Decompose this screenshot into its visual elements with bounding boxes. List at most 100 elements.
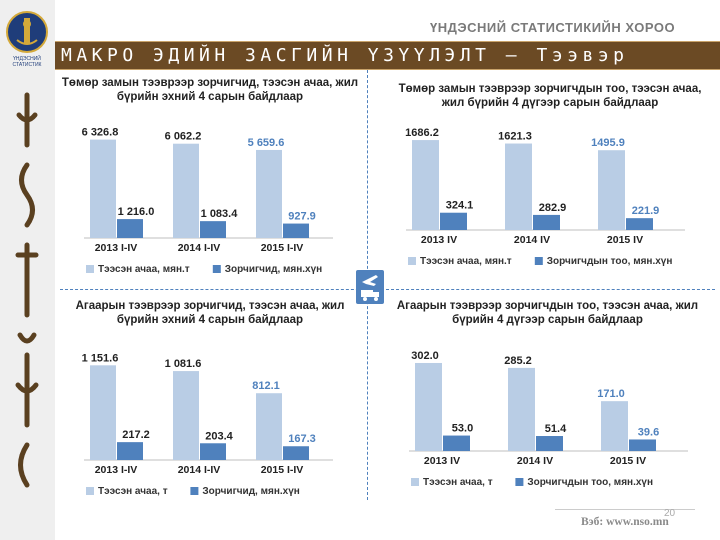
bar-cargo bbox=[173, 143, 199, 238]
horizontal-divider bbox=[60, 289, 715, 290]
legend-label: Тээсэн ачаа, т bbox=[98, 486, 168, 497]
website-link[interactable]: Вэб: www.nso.mn bbox=[581, 516, 669, 528]
mongolian-script-decoration bbox=[15, 92, 39, 488]
bar-cargo bbox=[173, 371, 199, 460]
bar-cargo bbox=[90, 365, 116, 460]
bar-cargo bbox=[412, 140, 439, 230]
bar-passengers bbox=[117, 219, 143, 238]
data-label: 285.2 bbox=[504, 355, 532, 367]
legend-swatch bbox=[190, 487, 199, 495]
legend-label: Зорчигчид, мян.хүн bbox=[202, 486, 299, 497]
data-label: 39.6 bbox=[638, 426, 659, 438]
legend-swatch bbox=[411, 478, 419, 486]
legend-label: Зорчигчдын тоо, мян.хүн bbox=[527, 477, 653, 488]
chart-panel-rail-jan-apr: Төмөр замын тээврээр зорчигчид, тээсэн а… bbox=[60, 74, 360, 284]
bar-passengers bbox=[536, 436, 563, 451]
page-number: 20 bbox=[664, 508, 676, 519]
chart-svg: 6 326.8 1 216.0 2013 I-IV 6 062.2 1 083.4 201… bbox=[82, 127, 333, 275]
legend-swatch bbox=[515, 478, 524, 486]
chart-svg: 1 151.6 217.2 2013 I-IV 1 081.6 203.4 2014 I-… bbox=[82, 352, 333, 497]
bar-passengers bbox=[117, 442, 143, 460]
data-label: 1621.3 bbox=[498, 131, 532, 143]
bar-passengers bbox=[626, 218, 653, 230]
chart-title: Төмөр замын тээврээр зорчигчдын тоо, тээ… bbox=[398, 83, 702, 109]
data-label: 53.0 bbox=[452, 423, 473, 435]
data-label: 217.2 bbox=[122, 429, 150, 441]
chart-title: Агаарын тээврээр зорчигчдын тоо, тээсэн … bbox=[396, 300, 699, 326]
data-label: 302.0 bbox=[411, 350, 439, 362]
category-tick-label: 2014 I-IV bbox=[178, 464, 221, 476]
data-label: 927.9 bbox=[288, 211, 316, 223]
bar-cargo bbox=[415, 362, 442, 451]
chart-svg: 1686.2 324.1 2013 IV 1621.3 282.9 2014 IV 1495… bbox=[405, 127, 685, 267]
page-title: МАКРО ЭДИЙН ЗАСГИЙН ҮЗҮҮЛЭЛТ – Тээвэр bbox=[61, 45, 629, 66]
data-label: 203.4 bbox=[205, 430, 233, 442]
plane-truck-icon bbox=[356, 270, 384, 304]
bar-passengers bbox=[200, 443, 226, 460]
category-tick-label: 2015 IV bbox=[610, 455, 646, 467]
data-label: 812.1 bbox=[252, 380, 280, 392]
category-tick-label: 2014 I-IV bbox=[178, 242, 221, 254]
bar-passengers bbox=[629, 439, 656, 451]
bar-cargo bbox=[90, 139, 116, 238]
legend-label: Зорчигчид, мян.хүн bbox=[225, 264, 322, 275]
chart-panel-air-april: Агаарын тээврээр зорчигчдын тоо, тээсэн … bbox=[385, 297, 710, 507]
bar-cargo bbox=[256, 149, 282, 238]
data-label: 1 151.6 bbox=[82, 352, 119, 364]
data-label: 171.0 bbox=[597, 388, 625, 400]
legend-label: Тээсэн ачаа, мян.т bbox=[98, 264, 190, 275]
soyombo-emblem-icon: ҮНДЭСНИЙ СТАТИСТИК bbox=[6, 11, 48, 68]
organization-name: ҮНДЭСНИЙ СТАТИСТИКИЙН ХОРОО bbox=[430, 20, 676, 35]
data-label: 1 081.6 bbox=[165, 358, 202, 370]
category-tick-label: 2015 IV bbox=[607, 234, 643, 246]
legend-swatch bbox=[212, 265, 221, 273]
bar-cargo bbox=[256, 393, 282, 460]
category-tick-label: 2014 IV bbox=[517, 455, 553, 467]
footer-divider bbox=[555, 509, 695, 510]
bar-passengers bbox=[283, 223, 309, 238]
data-label: 1495.9 bbox=[591, 137, 625, 149]
data-label: 221.9 bbox=[632, 205, 660, 217]
legend-label: Тээсэн ачаа, т bbox=[423, 477, 493, 488]
data-label: 6 062.2 bbox=[165, 131, 202, 143]
chart-svg: 302.0 53.0 2013 IV 285.2 51.4 2014 IV 171.0 39.… bbox=[409, 350, 688, 488]
bar-cargo bbox=[508, 367, 535, 451]
data-label: 6 326.8 bbox=[82, 127, 119, 139]
logo-text-1: ҮНДЭСНИЙ bbox=[13, 54, 41, 62]
bar-passengers bbox=[283, 446, 309, 460]
title-bar: МАКРО ЭДИЙН ЗАСГИЙН ҮЗҮҮЛЭЛТ – Тээвэр bbox=[55, 41, 720, 70]
category-tick-label: 2015 I-IV bbox=[261, 242, 304, 254]
legend-swatch bbox=[86, 487, 94, 495]
legend-label: Зорчигчдын тоо, мян.хүн bbox=[547, 256, 673, 267]
bar-passengers bbox=[200, 221, 226, 238]
chart-panel-air-jan-apr: Агаарын тээврээр зорчигчид, тээсэн ачаа,… bbox=[60, 297, 360, 507]
data-label: 1 083.4 bbox=[201, 208, 239, 220]
bar-passengers bbox=[440, 212, 467, 230]
data-label: 324.1 bbox=[446, 200, 474, 212]
data-label: 282.9 bbox=[539, 202, 567, 214]
legend-swatch bbox=[86, 265, 94, 273]
legend-swatch bbox=[534, 257, 543, 265]
chart-title: Төмөр замын тээврээр зорчигчид, тээсэн а… bbox=[61, 77, 359, 103]
legend-swatch bbox=[408, 257, 416, 265]
bar-cargo bbox=[601, 401, 628, 451]
logo-text-2: СТАТИСТИК bbox=[13, 62, 42, 68]
data-label: 1686.2 bbox=[405, 127, 439, 139]
bar-cargo bbox=[505, 143, 532, 230]
legend-label: Тээсэн ачаа, мян.т bbox=[420, 256, 512, 267]
bar-cargo bbox=[598, 150, 625, 230]
chart-title: Агаарын тээврээр зорчигчид, тээсэн ачаа,… bbox=[75, 300, 345, 326]
data-label: 51.4 bbox=[545, 423, 567, 435]
category-tick-label: 2014 IV bbox=[514, 234, 550, 246]
data-label: 5 659.6 bbox=[248, 137, 285, 149]
category-tick-label: 2013 IV bbox=[421, 234, 457, 246]
category-tick-label: 2015 I-IV bbox=[261, 464, 304, 476]
bar-passengers bbox=[533, 214, 560, 230]
chart-panel-rail-april: Төмөр замын тээврээр зорчигчдын тоо, тээ… bbox=[390, 82, 710, 284]
bar-passengers bbox=[443, 435, 470, 451]
data-label: 167.3 bbox=[288, 433, 316, 445]
category-tick-label: 2013 IV bbox=[424, 455, 460, 467]
category-tick-label: 2013 I-IV bbox=[95, 242, 138, 254]
category-tick-label: 2013 I-IV bbox=[95, 464, 138, 476]
data-label: 1 216.0 bbox=[118, 206, 155, 218]
